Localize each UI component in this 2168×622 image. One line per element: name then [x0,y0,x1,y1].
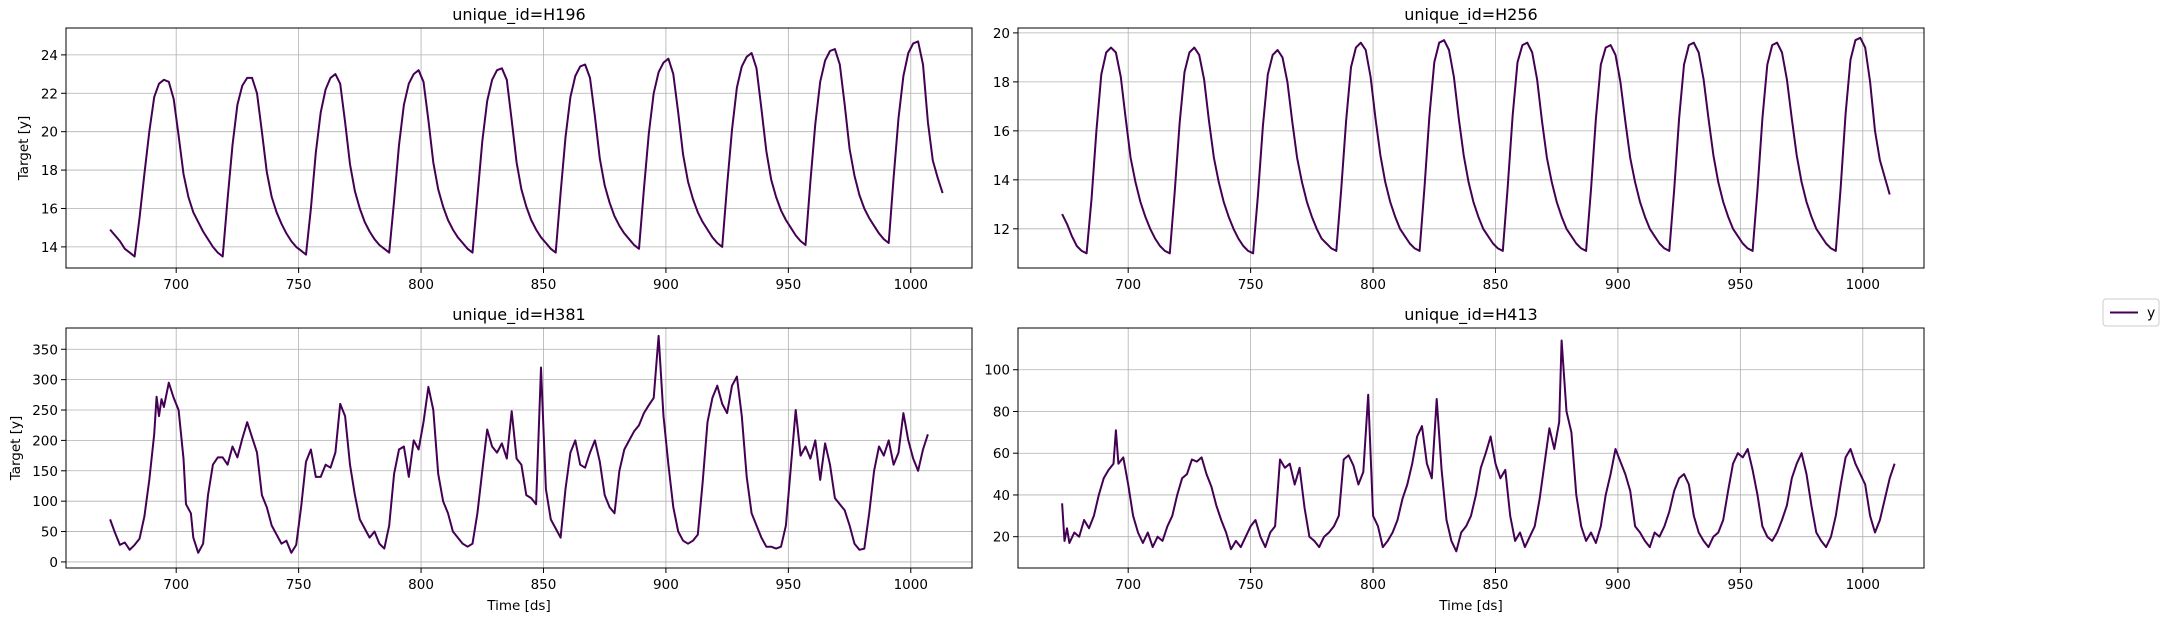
y-tick-label: 80 [993,404,1010,420]
legend-label: y [2147,306,2155,322]
series-line-y [1061,36,1891,255]
x-tick-label: 700 [163,277,189,293]
grid [66,28,972,268]
y-tick-label: 20 [993,26,1010,42]
x-axis-label: Time [ds] [486,598,550,614]
x-tick-label: 700 [163,577,189,593]
x-axis-label: Time [ds] [1438,598,1502,614]
x-tick-label: 750 [1238,277,1264,293]
y-tick-label: 100 [32,494,58,510]
x-tick-label: 850 [531,277,557,293]
y-tick-label: 40 [993,488,1010,504]
y-tick-label: 16 [993,124,1010,140]
x-tick-label: 1000 [894,577,928,593]
y-tick-label: 350 [32,342,58,358]
y-tick-label: 60 [993,446,1010,462]
x-tick-label: 1000 [894,277,928,293]
y-tick-label: 20 [993,530,1010,546]
x-tick-label: 900 [653,577,679,593]
x-tick-label: 800 [408,577,434,593]
subplot-h196: unique_id=H196 Target [y] 700 750 800 850 90… [16,5,973,293]
series-line-y [1061,339,1896,553]
axes-frame [1017,27,1925,269]
x-tick-label: 800 [1360,277,1386,293]
subplot-title: unique_id=H413 [1404,305,1537,325]
x-tick-label: 950 [1727,577,1753,593]
x-tick-label: 750 [286,577,312,593]
series-line-y [109,40,944,258]
y-tick-label: 14 [41,240,58,256]
axes-frame [1017,327,1925,569]
x-tick-label: 700 [1115,277,1141,293]
x-tick-label: 900 [653,277,679,293]
y-tick-label: 24 [41,48,58,64]
y-tick-label: 200 [32,433,58,449]
y-tick-label: 12 [993,222,1010,238]
y-tick-label: 16 [41,201,58,217]
x-tick-label: 700 [1115,577,1141,593]
y-tick-label: 20 [41,125,58,141]
x-tick-label: 950 [1727,277,1753,293]
x-tick-label: 950 [775,577,801,593]
subplot-title: unique_id=H256 [1404,5,1537,25]
x-tick-label: 900 [1605,577,1631,593]
y-tick-label: 18 [993,75,1010,91]
y-tick-label: 250 [32,403,58,419]
subplot-h381: unique_id=H381 Time [ds] Target [y] 700 7… [8,305,973,614]
axes-frame [65,327,973,569]
legend: y [2102,298,2160,327]
x-tick-label: 750 [286,277,312,293]
subplot-title: unique_id=H196 [452,5,585,25]
x-tick-label: 750 [1238,577,1264,593]
subplot-title: unique_id=H381 [452,305,585,325]
y-tick-label: 100 [984,363,1010,379]
series-line-y [109,334,929,554]
y-tick-label: 18 [41,163,58,179]
grid [66,328,972,568]
subplot-h413: unique_id=H413 Time [ds] 700 750 800 850 900… [984,305,1925,614]
y-tick-label: 0 [49,555,58,571]
x-tick-label: 950 [775,277,801,293]
y-tick-label: 50 [41,525,58,541]
x-tick-label: 850 [531,577,557,593]
x-tick-label: 1000 [1846,577,1880,593]
y-tick-label: 22 [41,86,58,102]
grid [1018,28,1924,268]
x-tick-label: 900 [1605,277,1631,293]
y-axis-label: Target [y] [16,116,32,182]
grid [1018,328,1924,568]
x-tick-label: 1000 [1846,277,1880,293]
x-tick-label: 800 [1360,577,1386,593]
x-tick-label: 850 [1483,277,1509,293]
x-tick-label: 850 [1483,577,1509,593]
y-tick-label: 150 [32,464,58,480]
axes-frame [65,27,973,269]
y-axis-label: Target [y] [8,416,24,482]
y-tick-label: 300 [32,373,58,389]
x-tick-label: 800 [408,277,434,293]
subplot-h256: unique_id=H256 700 750 800 850 900 950 1000 12 1… [993,5,1925,293]
y-tick-label: 14 [993,173,1010,189]
